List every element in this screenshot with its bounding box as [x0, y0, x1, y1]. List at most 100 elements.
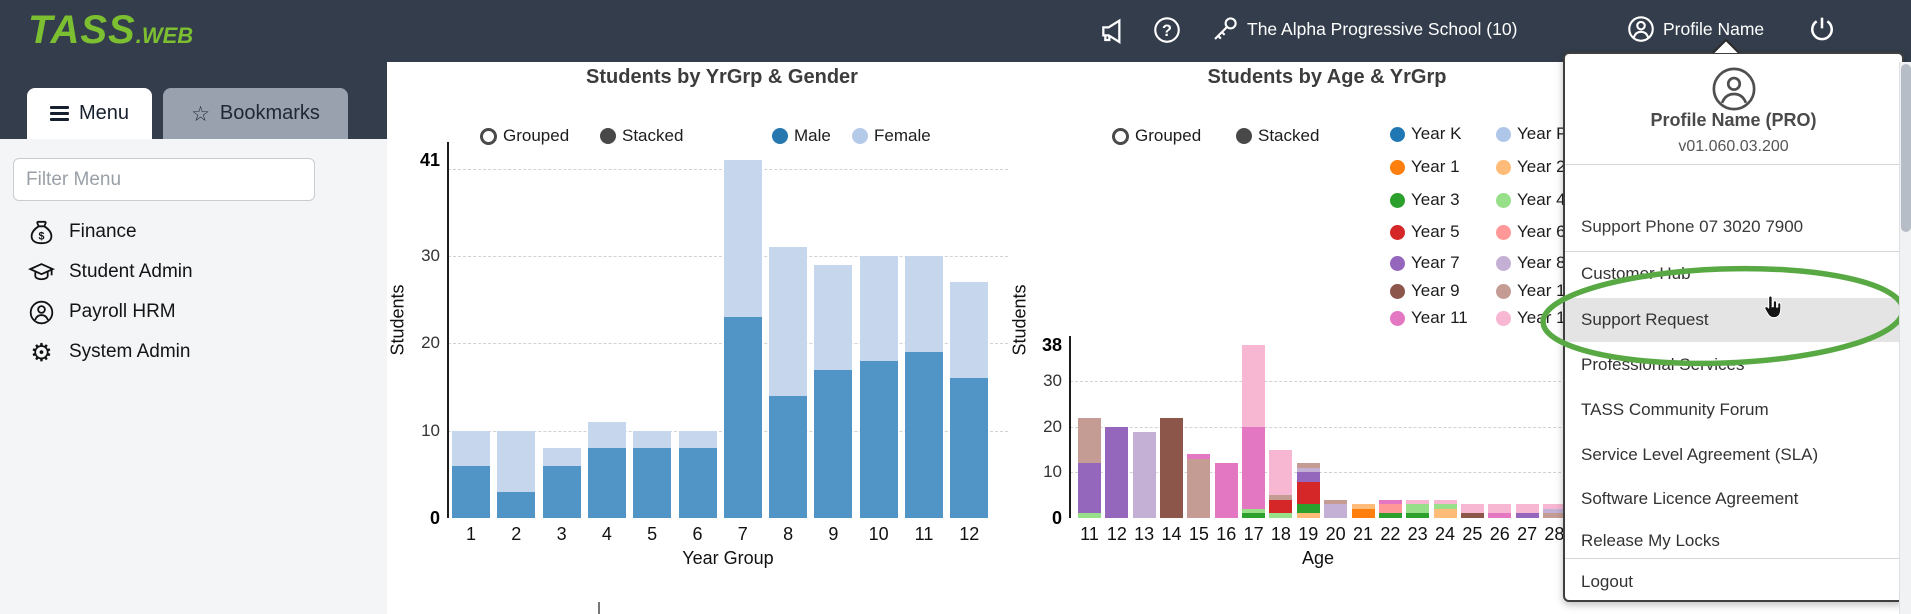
legend-stacked-2[interactable]: Stacked	[1236, 126, 1319, 146]
bar-age17-year-12	[1242, 345, 1266, 427]
year-dot-icon	[1390, 310, 1405, 326]
profile-menu-trigger[interactable]: Profile Name	[1663, 19, 1765, 39]
dropdown-item-service-level-agreement-sla[interactable]: Service Level Agreement (SLA)	[1581, 445, 1819, 464]
bar-age26-year-12	[1488, 504, 1512, 514]
legend-year-2[interactable]: Year 2	[1496, 157, 1566, 177]
bar-age26-year-11	[1488, 513, 1512, 518]
bar-age27-year-12	[1515, 504, 1539, 514]
key-icon	[1210, 14, 1240, 49]
bar-age15-year-10	[1187, 458, 1211, 518]
sidebar	[0, 139, 387, 614]
bar-male-yr4	[587, 448, 626, 518]
bar-age19-year-8	[1296, 467, 1320, 473]
bar-female-yr5	[633, 430, 672, 449]
gridline	[1070, 426, 1566, 428]
tab-menu[interactable]: Menu	[27, 88, 152, 139]
legend-year-5[interactable]: Year 5	[1390, 222, 1460, 242]
x-tick-label: 6	[692, 524, 703, 544]
x-tick-label: 1	[465, 524, 476, 544]
sidebar-item-system-admin[interactable]: ⚙ System Admin	[0, 332, 348, 372]
legend-year-k[interactable]: Year K	[1390, 124, 1461, 144]
bar-age19-year-10	[1296, 463, 1320, 468]
sidebar-item-label: System Admin	[69, 341, 191, 362]
bar-age11-year-10	[1078, 417, 1101, 464]
bar-female-yr7	[723, 160, 762, 318]
dropdown-item-tass-community-forum[interactable]: TASS Community Forum	[1581, 400, 1769, 419]
legend-year-p[interactable]: Year P	[1496, 124, 1567, 144]
dropdown-item-release-my-locks[interactable]: Release My Locks	[1581, 531, 1720, 550]
legend-year-11[interactable]: Year 11	[1390, 308, 1468, 328]
legend-year-7[interactable]: Year 7	[1390, 253, 1460, 273]
bar-age18-year-10	[1269, 495, 1293, 500]
y-tick-label: 30	[421, 246, 440, 266]
bar-female-yr9	[814, 264, 853, 370]
legend-male[interactable]: Male	[772, 126, 831, 146]
legend-year-6[interactable]: Year 6	[1496, 222, 1566, 242]
bar-age19-year-3	[1296, 504, 1320, 514]
dropdown-item-customer-hub[interactable]: Customer Hub	[1581, 264, 1691, 283]
hamburger-icon	[49, 103, 69, 124]
legend-year-9[interactable]: Year 9	[1390, 281, 1460, 301]
sidebar-item-student-admin[interactable]: Student Admin	[0, 252, 348, 292]
bar-age28-year-10	[1542, 513, 1566, 518]
power-icon[interactable]	[1806, 13, 1838, 50]
dropdown-item-support-request[interactable]: Support Request	[1565, 298, 1902, 342]
legend-female[interactable]: Female	[852, 126, 931, 146]
x-tick-label: 21	[1352, 524, 1374, 544]
bar-age18-year-5	[1269, 499, 1293, 514]
sidebar-item-label: Student Admin	[69, 261, 193, 282]
profile-dropdown: Profile Name (PRO) v01.060.03.200 Suppor…	[1563, 52, 1904, 602]
bar-age13-year-8	[1132, 431, 1156, 518]
year-dot-icon	[1496, 224, 1511, 240]
grouped-radio-icon	[480, 127, 497, 145]
x-tick-label: 16	[1216, 524, 1237, 544]
help-circle-icon[interactable]: ?	[1152, 15, 1182, 50]
bar-male-yr9	[814, 369, 853, 518]
bar-age21-year-2	[1351, 504, 1375, 509]
bar-female-yr11	[905, 256, 943, 353]
x-tick-label: 13	[1134, 524, 1155, 544]
sidebar-item-label: Payroll HRM	[69, 301, 176, 322]
filter-menu-input[interactable]	[13, 158, 315, 201]
bar-age24-year-12	[1433, 499, 1457, 505]
bar-age15-year-11	[1187, 454, 1211, 459]
bar-male-yr5	[633, 448, 672, 518]
dropdown-item-software-licence-agreement[interactable]: Software Licence Agreement	[1581, 489, 1799, 508]
legend-grouped-2[interactable]: Grouped	[1112, 126, 1201, 146]
bar-age18-year-12	[1269, 449, 1293, 496]
sidebar-item-finance[interactable]: $ Finance	[0, 212, 348, 252]
sidebar-item-payroll-hrm[interactable]: Payroll HRM	[0, 292, 348, 332]
legend-grouped[interactable]: Grouped	[480, 126, 569, 146]
x-tick-label: 9	[828, 524, 839, 544]
bar-age11-year-7	[1078, 463, 1101, 514]
year-dot-icon	[1496, 126, 1511, 142]
dropdown-version: v01.060.03.200	[1678, 138, 1789, 155]
year-dot-icon	[1390, 224, 1405, 240]
bar-male-yr7	[723, 317, 762, 518]
dropdown-item-logout[interactable]: Logout	[1581, 572, 1633, 591]
school-select[interactable]: The Alpha Progressive School (10)	[1247, 19, 1518, 39]
bar-age19-year-7	[1296, 472, 1320, 482]
x-tick-label: 19	[1298, 524, 1319, 544]
tab-menu-label: Menu	[78, 102, 130, 124]
megaphone-icon[interactable]	[1098, 14, 1130, 51]
x-tick-label: 27	[1517, 524, 1538, 544]
bar-age12-year-7	[1105, 426, 1129, 518]
dropdown-item-professional-services[interactable]: Professional Services	[1581, 355, 1745, 374]
scrollbar-thumb[interactable]	[1901, 64, 1911, 232]
legend-stacked[interactable]: Stacked	[600, 126, 683, 146]
legend-year-8[interactable]: Year 8	[1496, 253, 1566, 273]
logo-suffix: .WEB	[135, 23, 194, 48]
legend-year-4[interactable]: Year 4	[1496, 190, 1566, 210]
bar-age18-year-4	[1269, 513, 1293, 518]
legend-year-1[interactable]: Year 1	[1390, 157, 1460, 177]
male-dot-icon	[772, 128, 788, 144]
x-tick-label: 17	[1243, 524, 1264, 544]
stacked-radio-icon	[1236, 128, 1252, 144]
tab-bookmarks[interactable]: ☆ Bookmarks	[163, 88, 348, 139]
legend-year-3[interactable]: Year 3	[1390, 190, 1460, 210]
tab-bookmarks-label: Bookmarks	[219, 102, 320, 124]
bar-female-yr6	[678, 430, 717, 449]
x-tick-label: 5	[647, 524, 658, 544]
